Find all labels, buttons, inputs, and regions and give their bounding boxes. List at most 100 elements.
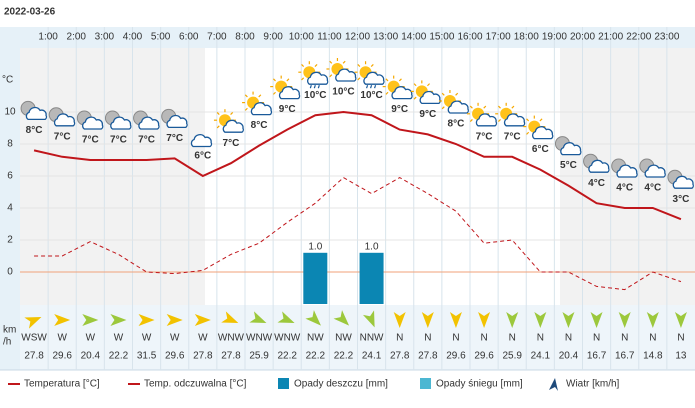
cloud — [190, 134, 213, 148]
wind-speed: 25.9 — [249, 351, 269, 362]
wind-speed: 31.5 — [137, 351, 157, 362]
temp-label: 4°C — [616, 183, 633, 194]
cloud — [644, 164, 666, 178]
cloud — [82, 116, 104, 130]
rain-drop — [313, 85, 316, 89]
rain-drop — [369, 85, 373, 89]
wind-arrow — [333, 310, 350, 326]
temp-label: 7°C — [138, 135, 155, 146]
weather-icon — [554, 136, 582, 156]
sun-ray — [413, 83, 417, 87]
cloud — [672, 175, 694, 189]
y-tick-label: 10 — [4, 107, 16, 118]
weather-icon — [523, 115, 554, 140]
temp-label: 4°C — [644, 183, 661, 194]
sun-ray — [244, 94, 248, 98]
wind-arrow — [221, 311, 239, 324]
wind-dir: N — [677, 333, 684, 344]
cloud — [53, 113, 76, 127]
wind-dir: W — [57, 333, 67, 344]
cloud — [335, 68, 357, 82]
temp-label: 10°C — [332, 87, 354, 98]
sun-ray — [301, 63, 305, 67]
sun-ray — [329, 74, 333, 78]
temp-label: 4°C — [588, 178, 605, 189]
wind-arrow — [305, 310, 321, 326]
hour-label: 21:00 — [598, 32, 623, 43]
wind-arrow — [590, 312, 603, 328]
precip-label: 1.0 — [308, 241, 322, 252]
weather-icon — [583, 153, 610, 173]
precip-bar — [303, 252, 328, 304]
cloud — [532, 126, 554, 140]
weather-icon — [326, 58, 357, 82]
wind-arrow — [249, 311, 267, 324]
legend-label: Opady śniegu [mm] — [436, 379, 523, 390]
weather-icon — [133, 110, 160, 130]
precip-bar — [359, 252, 384, 304]
sun-ray — [413, 96, 417, 100]
sun-ray — [441, 106, 445, 110]
temp-label: 9°C — [391, 104, 408, 115]
hour-label: 4:00 — [123, 32, 143, 43]
wind-speed: 22.2 — [109, 351, 129, 362]
temp-label: 10°C — [304, 90, 326, 101]
wind-arrow — [646, 312, 659, 328]
y-unit: °C — [2, 75, 13, 86]
legend-label: Temp. odczuwalna [°C] — [144, 379, 247, 390]
wind-dir: N — [593, 333, 600, 344]
hour-label: 1:00 — [38, 32, 58, 43]
wind-dir: WSW — [21, 333, 47, 344]
sun-ray — [385, 78, 389, 82]
wind-speed: 20.4 — [559, 351, 579, 362]
wind-dir: W — [198, 333, 208, 344]
hour-label: 18:00 — [514, 32, 539, 43]
rain-drop — [317, 85, 320, 89]
temp-line — [33, 110, 682, 221]
temp-label: 9°C — [419, 109, 436, 120]
hour-label: 7:00 — [207, 32, 227, 43]
wind-dir: W — [86, 333, 96, 344]
wind-dir: N — [396, 333, 403, 344]
wind-arrow — [674, 312, 687, 328]
weather-icon — [213, 109, 244, 133]
wind-dir: WNW — [246, 333, 273, 344]
cloud — [391, 86, 413, 100]
wind-arrow — [138, 314, 155, 326]
wind-speed: 24.1 — [531, 351, 551, 362]
sun-ray — [441, 92, 445, 96]
wind-speed: 27.8 — [221, 351, 241, 362]
y-tick-label: 4 — [7, 203, 13, 214]
wind-speed: 29.6 — [52, 351, 72, 362]
cloud — [588, 159, 610, 173]
weather-icon — [495, 102, 526, 127]
wind-dir: N — [424, 333, 431, 344]
cloud — [447, 100, 469, 114]
wind-unit: km — [3, 325, 16, 336]
hour-label: 19:00 — [542, 32, 567, 43]
wind-speed: 27.8 — [418, 351, 438, 362]
sun-ray — [301, 77, 305, 81]
y-tick-label: 0 — [7, 267, 13, 278]
wind-speed: 20.4 — [81, 351, 101, 362]
hour-label: 14:00 — [401, 32, 426, 43]
cloud — [25, 106, 48, 121]
weather-icon — [48, 107, 76, 127]
wind-speed: 22.2 — [277, 351, 297, 362]
temp-label: 3°C — [673, 194, 690, 205]
cloud — [560, 142, 582, 156]
weather-icon — [190, 134, 213, 148]
weather-icon — [242, 91, 273, 116]
sun-ray — [329, 60, 333, 64]
wind-speed: 14.8 — [643, 351, 663, 362]
weather-icon — [76, 110, 104, 130]
sun-ray — [342, 60, 346, 64]
temp-label: 10°C — [360, 90, 382, 101]
wind-speed: 27.8 — [390, 351, 410, 362]
wind-dir: N — [509, 333, 516, 344]
weather-icon — [410, 80, 441, 105]
weather-icon — [161, 108, 188, 129]
wind-dir: WNW — [274, 333, 301, 344]
wind-speed: 13 — [675, 351, 687, 362]
